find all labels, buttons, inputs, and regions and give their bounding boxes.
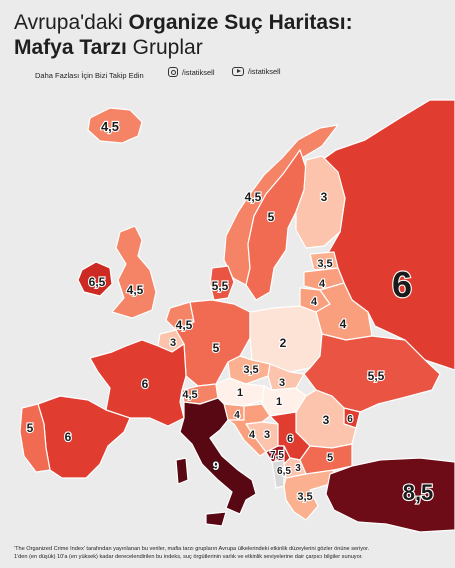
label-finland: 3 xyxy=(321,190,328,204)
region-france xyxy=(89,339,187,427)
title-bold-part-1: Organize Suç Haritası: xyxy=(128,11,353,34)
label-czechia: 3,5 xyxy=(243,364,258,376)
label-romania: 3 xyxy=(323,413,330,427)
label-russia: 6 xyxy=(392,264,412,305)
label-latvia: 4 xyxy=(319,278,326,290)
label-ireland: 6,5 xyxy=(89,275,106,289)
label-estonia: 3,5 xyxy=(317,258,332,270)
label-italy: 9 xyxy=(213,459,220,473)
region-ireland xyxy=(77,261,113,297)
youtube-icon xyxy=(232,67,244,76)
label-greece: 3,5 xyxy=(297,491,312,503)
title-regular-part-2: Gruplar xyxy=(126,36,203,59)
label-portugal: 5 xyxy=(27,421,34,435)
label-germany: 5 xyxy=(213,341,220,355)
region-iceland xyxy=(87,107,143,144)
region-sardinia xyxy=(175,457,189,485)
title-regular-part-1: Avrupa'daki xyxy=(14,11,129,34)
label-north-macedonia: 3 xyxy=(295,463,301,474)
label-iceland: 4,5 xyxy=(101,119,119,134)
label-netherlands: 4,5 xyxy=(176,318,193,332)
footnote-line-2: 1'den (en düşük) 10'a (en yüksek) kadar … xyxy=(14,554,363,560)
region-italy xyxy=(179,397,257,515)
instagram-icon xyxy=(168,67,178,77)
instagram-handle: /istatiksell xyxy=(182,67,215,77)
region-ukraine xyxy=(303,333,441,413)
instagram-link[interactable]: /istatiksell xyxy=(168,67,215,77)
region-portugal xyxy=(19,403,51,473)
label-slovenia: 4 xyxy=(234,410,240,421)
label-croatia: 4 xyxy=(249,429,256,441)
label-lithuania: 4 xyxy=(311,296,318,308)
label-spain: 6 xyxy=(65,430,72,444)
youtube-link[interactable]: /istatiksell xyxy=(232,67,281,76)
region-greece xyxy=(283,469,335,521)
label-switzerland: 4,5 xyxy=(182,389,197,401)
youtube-handle: /istatiksell xyxy=(248,67,281,76)
label-serbia: 6 xyxy=(287,433,293,445)
label-austria: 1 xyxy=(237,387,243,399)
label-kosovo: 6,5 xyxy=(277,466,291,477)
label-poland: 2 xyxy=(280,336,287,350)
region-bulgaria xyxy=(299,443,353,475)
label-montenegro: 7,5 xyxy=(270,450,284,461)
label-ukraine: 5,5 xyxy=(368,369,385,383)
region-turkey xyxy=(325,457,455,533)
follow-text: Daha Fazlası İçin Bizi Takip Edin xyxy=(35,71,144,80)
footnote-line-1: 'The Organized Crime Index' tarafından y… xyxy=(14,546,370,552)
label-denmark: 5,5 xyxy=(212,279,229,293)
label-moldova: 6 xyxy=(347,414,353,425)
label-sweden: 5 xyxy=(268,210,275,224)
label-bulgaria: 5 xyxy=(327,452,333,464)
label-slovakia: 3 xyxy=(279,377,285,389)
title-bold-part-2: Mafya Tarzı xyxy=(14,36,127,59)
label-bosnia: 3 xyxy=(264,429,270,441)
label-belgium: 3 xyxy=(170,337,176,349)
region-denmark xyxy=(209,265,235,301)
label-turkey: 8,5 xyxy=(403,480,434,505)
region-sicily xyxy=(205,511,227,527)
footnote: 'The Organized Crime Index' tarafından y… xyxy=(14,545,444,561)
label-uk: 4,5 xyxy=(127,283,144,297)
label-norway: 4,5 xyxy=(245,190,262,204)
region-uk xyxy=(111,225,157,319)
map-labels: 4,5 4,5 5 3 6 3,5 4 4 4 6,5 4,5 5,5 4,5 … xyxy=(26,118,435,506)
region-finland xyxy=(295,155,346,249)
label-france: 6 xyxy=(142,377,149,391)
region-germany xyxy=(175,299,251,387)
label-hungary: 1 xyxy=(276,396,282,408)
page-title: Avrupa'daki Organize Suç Haritası: Mafya… xyxy=(14,10,444,60)
label-belarus: 4 xyxy=(340,317,347,331)
